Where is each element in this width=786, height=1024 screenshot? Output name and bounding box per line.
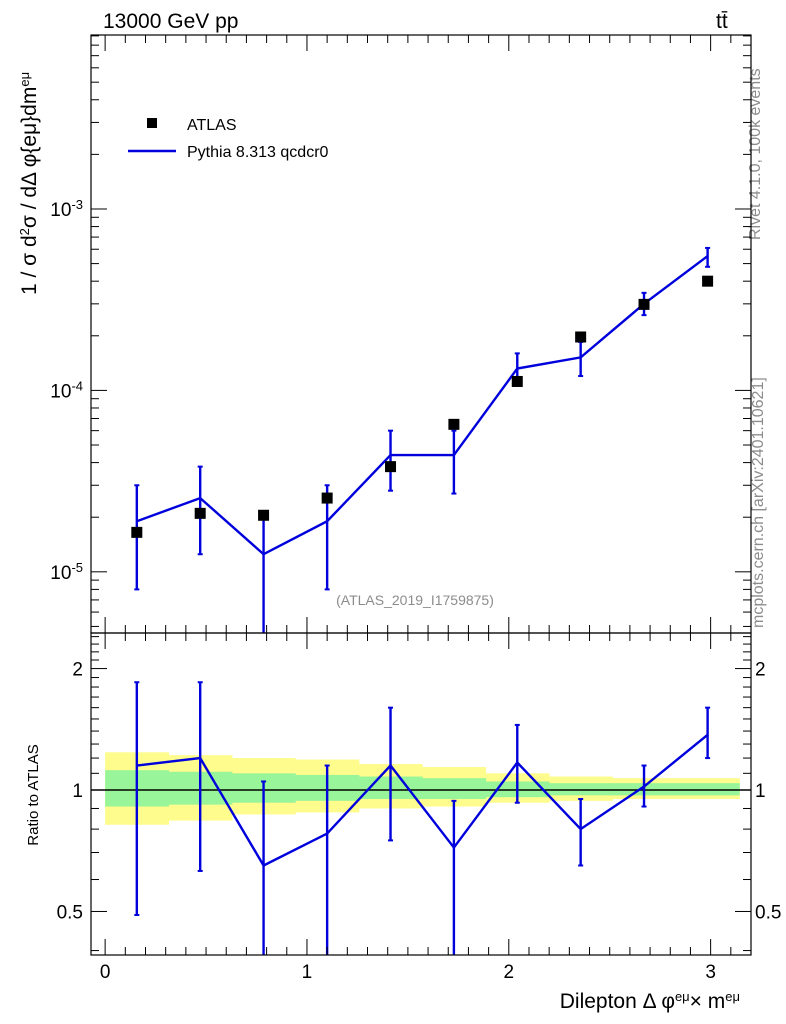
legend-data-label: ATLAS	[187, 117, 237, 134]
ratio-y-tick-label-right: 0.5	[755, 902, 781, 923]
legend-data-marker	[147, 118, 157, 128]
ratio-band-inner	[422, 778, 487, 799]
mc-line	[136, 255, 709, 556]
ratio-y-tick-label-right: 1	[755, 781, 766, 802]
ratio-y-tick-label: 1	[72, 781, 83, 802]
legend-mc-label: Pythia 8.313 qcdcr0	[187, 144, 329, 161]
data-point	[131, 526, 143, 538]
data-point	[194, 507, 206, 519]
data-point	[511, 375, 523, 387]
ratio-series	[91, 681, 751, 955]
x-tick-label: 0	[100, 962, 111, 983]
ratio-line	[136, 733, 709, 868]
y-tick-label: 10-4	[50, 378, 83, 403]
x-tick-label: 1	[302, 962, 313, 983]
x-tick-label: 2	[504, 962, 515, 983]
ratio-band-inner	[675, 783, 740, 796]
ratio-y-tick-label-right: 2	[755, 660, 766, 681]
ratio-y-tick-label: 0.5	[57, 902, 83, 923]
ratio-frame	[90, 632, 752, 956]
data-point	[321, 492, 333, 504]
ratio-band-inner	[548, 783, 613, 796]
data-point	[575, 331, 587, 343]
ratio-y-axis-label: Ratio to ATLAS	[25, 744, 42, 845]
data-point	[702, 275, 714, 287]
process-label: tt̄	[716, 10, 728, 33]
x-axis-label: Dilepton Δ φeμ× meμ	[560, 989, 740, 1014]
data-point	[385, 461, 397, 473]
main-series	[131, 246, 714, 633]
legend: ATLAS Pythia 8.313 qcdcr0	[128, 117, 329, 161]
data-point	[638, 298, 650, 310]
y-tick-label: 10-3	[50, 196, 83, 221]
main-axes: 10-5 10-4 10-3	[50, 34, 752, 634]
ratio-y-tick-label: 2	[72, 660, 83, 681]
data-point	[448, 418, 460, 430]
x-tick-label: 3	[705, 962, 716, 983]
main-y-axis-label: 1 / σ d2σ / dΔ φ{eμ}dmeμ	[17, 72, 42, 295]
data-point	[258, 509, 270, 521]
analysis-watermark: (ATLAS_2019_I1759875)	[336, 592, 494, 608]
ratio-axes: 0.5 0.5 1 1 2 2 0 1 2 3	[57, 632, 781, 983]
y-tick-label: 10-5	[50, 559, 83, 584]
mcplots-label: mcplots.cern.ch [arXiv:2401.10621]	[750, 377, 767, 628]
energy-label: 13000 GeV pp	[103, 10, 238, 33]
